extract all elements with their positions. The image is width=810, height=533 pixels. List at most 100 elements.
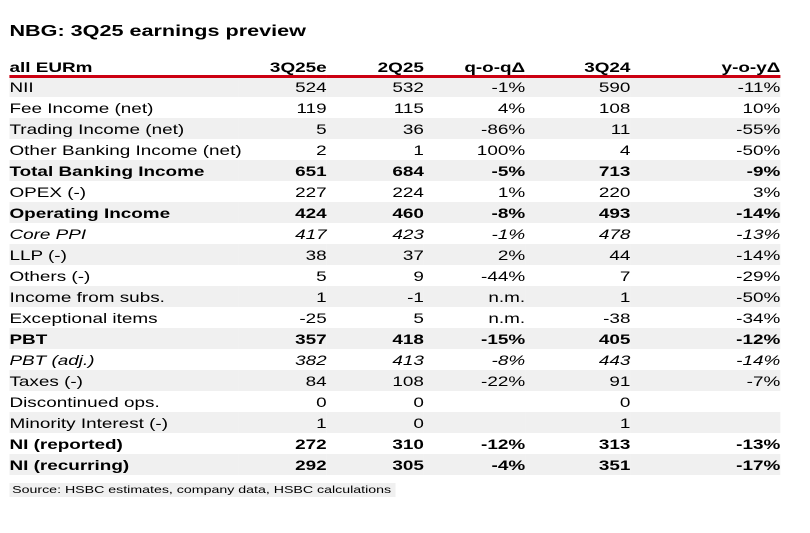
cell-2q25: 418: [326, 328, 424, 349]
table-row: Total Banking Income 651 684 -5% 713 -9%: [9, 160, 781, 181]
cell-qoq: 100%: [476, 141, 526, 158]
cell-yoy: -50%: [630, 286, 781, 307]
row-label: OPEX (-): [9, 183, 87, 200]
cell-yoy: -13%: [736, 225, 781, 242]
cell-3q24: 0: [619, 393, 631, 410]
page-title: NBG: 3Q25 earnings preview: [9, 23, 306, 40]
row-label: Trading Income (net): [9, 118, 239, 139]
header-cell-3q25e: 3Q25e: [269, 58, 327, 75]
cell-yoy: -7%: [630, 370, 781, 391]
header-cell-qoq: q-o-qΔ: [464, 58, 526, 75]
table-row: Operating Income 424 460 -8% 493 -14%: [9, 202, 781, 223]
cell-3q25e: 651: [238, 160, 327, 181]
cell-yoy: -14%: [736, 351, 781, 368]
row-label: NI (recurring): [9, 454, 239, 475]
cell-qoq: [423, 412, 526, 433]
cell-yoy: -13%: [736, 435, 781, 452]
cell-yoy: -12%: [630, 328, 781, 349]
table-row: Others (-) 5 9 -44% 7 -29%: [9, 265, 780, 286]
header-cell-3q24: 3Q24: [584, 58, 631, 75]
cell-3q25e: 1: [238, 286, 327, 307]
table-row: PBT (adj.) 382 413 -8% 443 -14%: [9, 349, 780, 370]
cell-3q25e: 84: [238, 370, 327, 391]
table-row: NII 524 532 -1% 590 -11%: [9, 76, 781, 97]
table-row: Taxes (-) 84 108 -22% 91 -7%: [9, 370, 781, 391]
cell-qoq: -15%: [423, 328, 526, 349]
cell-yoy: -9%: [630, 160, 781, 181]
cell-qoq: -8%: [491, 351, 526, 368]
cell-qoq: -8%: [423, 202, 526, 223]
cell-2q25: 423: [392, 225, 424, 242]
cell-2q25: 37: [326, 244, 424, 265]
cell-2q25: 1: [413, 141, 424, 158]
table-row: Exceptional items -25 5 n.m. -38 -34%: [9, 307, 780, 328]
table-row: NI (reported) 272 310 -12% 313 -13%: [9, 433, 780, 454]
row-label: Taxes (-): [9, 370, 239, 391]
cell-qoq: n.m.: [423, 286, 526, 307]
table-row: Core PPI 417 423 -1% 478 -13%: [9, 223, 780, 244]
cell-yoy: -55%: [630, 118, 781, 139]
cell-3q24: 11: [525, 118, 631, 139]
cell-3q24: 313: [598, 435, 631, 452]
row-label: NII: [9, 76, 239, 97]
report-table-block: NBG: 3Q25 earnings preview all EURm 3Q25…: [9, 23, 781, 497]
table-header-row: all EURm 3Q25e 2Q25 q-o-qΔ 3Q24 y-o-yΔ: [9, 56, 780, 76]
cell-3q24: 1: [525, 412, 631, 433]
cell-2q25: 108: [326, 370, 424, 391]
table-row: LLP (-) 38 37 2% 44 -14%: [9, 244, 781, 265]
cell-3q25e: 272: [295, 435, 327, 452]
cell-3q24: 91: [525, 370, 631, 391]
cell-3q25e: 2: [316, 141, 327, 158]
row-label: PBT: [9, 328, 239, 349]
cell-qoq: -44%: [481, 267, 526, 284]
header-cell-yoy: y-o-yΔ: [721, 58, 781, 75]
cell-3q24: 7: [619, 267, 631, 284]
cell-2q25: 310: [392, 435, 424, 452]
cell-yoy: -50%: [736, 141, 781, 158]
cell-3q24: 443: [598, 351, 631, 368]
table-body: NII 524 532 -1% 590 -11% Fee Income (net…: [9, 76, 781, 475]
cell-yoy: -11%: [630, 76, 781, 97]
cell-3q25e: 417: [295, 225, 327, 242]
cell-3q24: 220: [598, 183, 631, 200]
cell-qoq: 1%: [497, 183, 526, 200]
table-row: Fee Income (net) 119 115 4% 108 10%: [9, 97, 780, 118]
cell-qoq: 4%: [497, 99, 526, 116]
cell-3q25e: 119: [296, 99, 327, 116]
cell-3q24: 590: [525, 76, 631, 97]
row-label: Discontinued ops.: [9, 393, 160, 410]
cell-qoq: -1%: [491, 225, 526, 242]
row-label: LLP (-): [9, 244, 239, 265]
cell-2q25: 0: [413, 393, 424, 410]
cell-3q25e: 382: [295, 351, 327, 368]
cell-3q25e: 424: [238, 202, 327, 223]
earnings-table: all EURm 3Q25e 2Q25 q-o-qΔ 3Q24 y-o-yΔ N…: [9, 56, 781, 475]
cell-qoq: -86%: [423, 118, 526, 139]
cell-yoy: -17%: [630, 454, 781, 475]
cell-yoy: 3%: [752, 183, 781, 200]
cell-2q25: 115: [393, 99, 424, 116]
cell-yoy: 10%: [742, 99, 781, 116]
cell-3q25e: 38: [238, 244, 327, 265]
cell-yoy: -29%: [736, 267, 781, 284]
cell-2q25: 224: [392, 183, 424, 200]
cell-yoy: -34%: [736, 309, 781, 326]
table-row: PBT 357 418 -15% 405 -12%: [9, 328, 781, 349]
cell-3q25e: 524: [238, 76, 327, 97]
cell-qoq: 2%: [423, 244, 526, 265]
cell-2q25: -1: [326, 286, 424, 307]
cell-2q25: 305: [326, 454, 424, 475]
row-label: Total Banking Income: [9, 160, 239, 181]
cell-yoy: [630, 412, 781, 433]
cell-3q25e: 0: [316, 393, 327, 410]
cell-3q24: -38: [603, 309, 631, 326]
cell-3q24: 108: [598, 99, 631, 116]
cell-3q24: 478: [598, 225, 631, 242]
cell-qoq: -1%: [423, 76, 526, 97]
cell-yoy: -14%: [630, 202, 781, 223]
cell-3q25e: 292: [238, 454, 327, 475]
cell-3q24: 4: [619, 141, 631, 158]
header-cell-unit: all EURm: [9, 58, 93, 75]
row-label: Other Banking Income (net): [9, 141, 242, 158]
cell-2q25: 9: [413, 267, 424, 284]
